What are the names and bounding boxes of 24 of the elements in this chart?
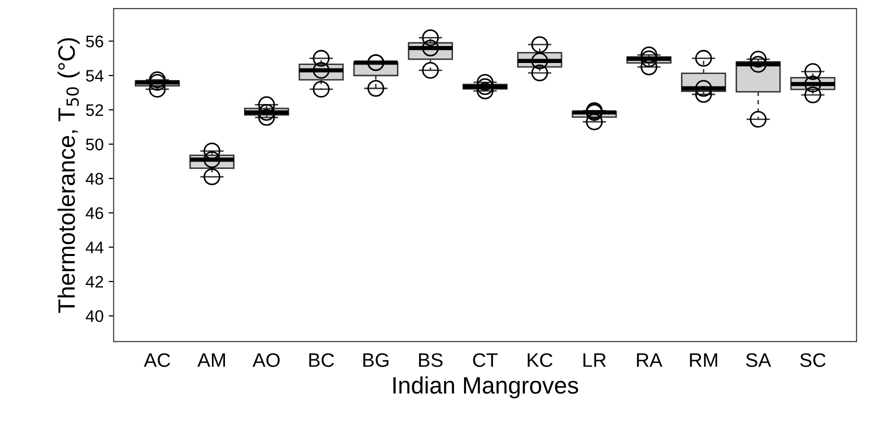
x-tick-label: CT xyxy=(473,353,498,367)
y-tick-label: 44 xyxy=(86,242,104,254)
x-tick-label: BS xyxy=(419,353,443,367)
x-tick-label: SC xyxy=(800,353,826,367)
x-tick-label: BC xyxy=(309,353,334,367)
y-tick-label: 56 xyxy=(86,36,104,48)
y-tick-label: 54 xyxy=(86,70,104,82)
y-tick-label: 50 xyxy=(86,138,104,150)
y-tick-label: 48 xyxy=(86,172,104,185)
x-tick-label: AC xyxy=(144,353,170,367)
y-axis-title: Thermotolerance, T$_{50}$ (°C) xyxy=(58,38,80,313)
x-tick-label: BG xyxy=(363,353,388,367)
x-tick-label: AO xyxy=(252,353,280,367)
x-tick-label: AM xyxy=(197,353,225,367)
y-tick-label: 42 xyxy=(86,276,104,288)
x-tick-label: SA xyxy=(746,353,772,367)
x-tick-label: LR xyxy=(583,353,606,367)
x-tick-label: RA xyxy=(637,353,662,367)
y-tick-label: 52 xyxy=(86,104,104,116)
y-tick-label: 46 xyxy=(86,207,104,220)
x-tick-label: KC xyxy=(528,353,552,367)
x-axis-title: Indian Mangroves xyxy=(393,376,578,398)
y-tick-label: 40 xyxy=(86,310,104,322)
x-tick-label: RM xyxy=(690,353,718,367)
